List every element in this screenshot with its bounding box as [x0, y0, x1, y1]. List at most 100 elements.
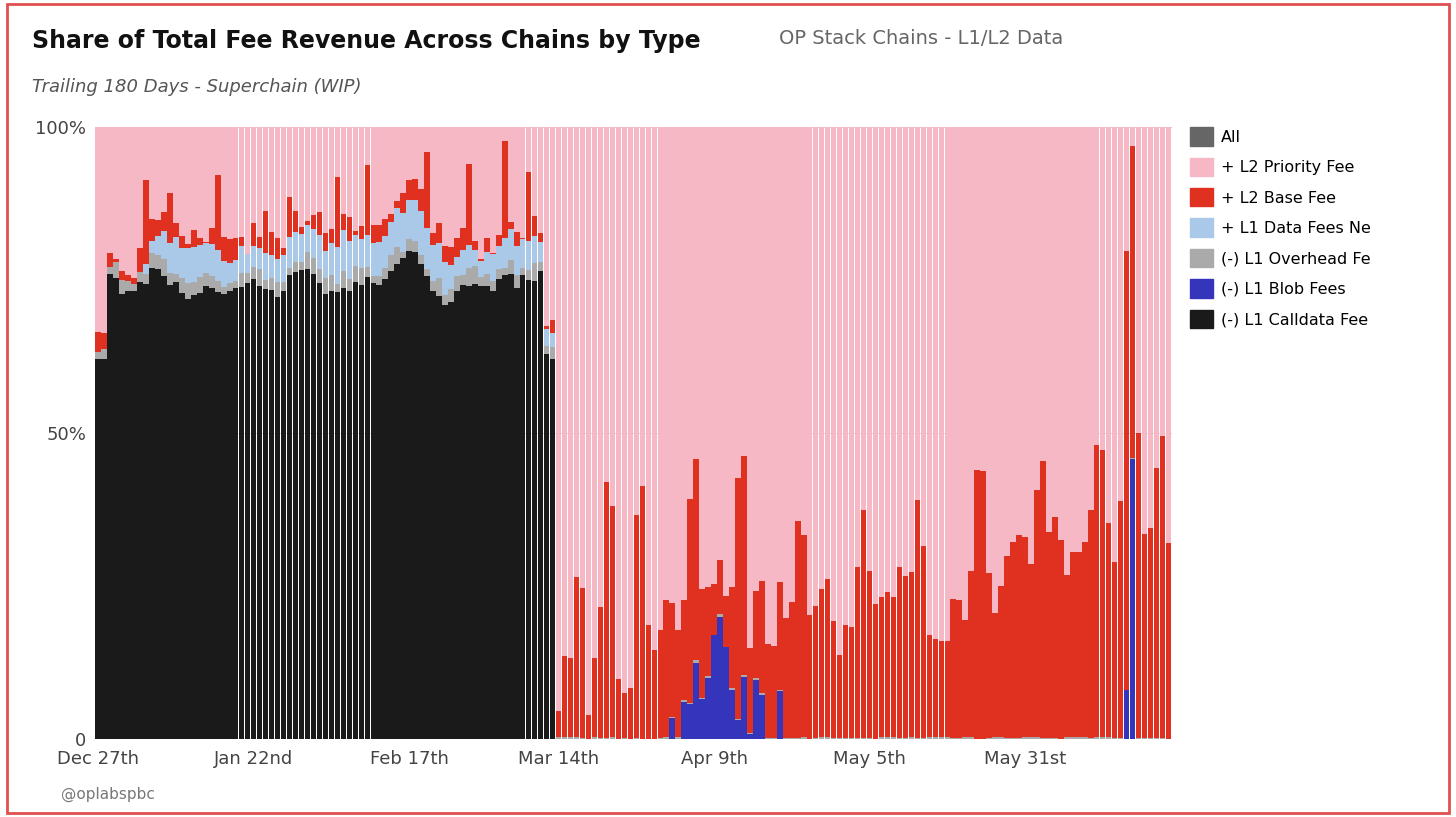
- Bar: [699, 699, 705, 739]
- Bar: [866, 738, 872, 739]
- Bar: [317, 269, 322, 283]
- Bar: [795, 520, 801, 738]
- Bar: [778, 690, 782, 691]
- Bar: [364, 235, 370, 267]
- Bar: [460, 250, 466, 275]
- Bar: [460, 285, 466, 739]
- Bar: [377, 284, 381, 739]
- Bar: [352, 235, 358, 266]
- Bar: [377, 225, 381, 242]
- Bar: [531, 263, 537, 280]
- Bar: [1040, 127, 1045, 461]
- Bar: [759, 695, 764, 739]
- Bar: [162, 259, 167, 275]
- Bar: [681, 702, 687, 739]
- Bar: [347, 241, 352, 279]
- Bar: [1107, 127, 1111, 523]
- Bar: [1093, 127, 1099, 445]
- Bar: [395, 248, 400, 264]
- Bar: [628, 688, 633, 739]
- Bar: [1118, 738, 1124, 739]
- Bar: [508, 274, 514, 739]
- Bar: [585, 715, 591, 739]
- Bar: [352, 127, 358, 231]
- Bar: [818, 127, 824, 589]
- Bar: [639, 127, 645, 486]
- Bar: [370, 243, 376, 276]
- Bar: [250, 279, 256, 739]
- Bar: [466, 245, 472, 268]
- Bar: [903, 575, 909, 739]
- Bar: [664, 600, 668, 738]
- Bar: [778, 127, 782, 583]
- Bar: [239, 237, 245, 246]
- Bar: [1059, 127, 1064, 540]
- Bar: [1099, 737, 1105, 739]
- Bar: [264, 211, 268, 252]
- Bar: [448, 127, 454, 248]
- Bar: [443, 127, 448, 247]
- Bar: [329, 127, 335, 229]
- Bar: [909, 127, 914, 572]
- Bar: [269, 289, 274, 739]
- Bar: [885, 127, 890, 592]
- Bar: [837, 127, 843, 655]
- Bar: [753, 680, 759, 739]
- Bar: [537, 233, 543, 242]
- Bar: [264, 252, 268, 280]
- Bar: [1088, 127, 1093, 510]
- Bar: [1040, 738, 1045, 739]
- Bar: [370, 127, 376, 225]
- Bar: [849, 127, 855, 627]
- Bar: [693, 127, 699, 458]
- Bar: [150, 241, 154, 253]
- Bar: [1142, 534, 1147, 739]
- Bar: [1147, 738, 1153, 739]
- Bar: [693, 663, 699, 739]
- Bar: [831, 127, 836, 621]
- Bar: [454, 291, 460, 739]
- Bar: [879, 737, 884, 739]
- Bar: [179, 235, 185, 248]
- Bar: [406, 199, 412, 239]
- Bar: [227, 263, 233, 283]
- Bar: [454, 127, 460, 238]
- Bar: [1070, 552, 1076, 737]
- Bar: [496, 234, 501, 246]
- Bar: [400, 127, 406, 193]
- Bar: [598, 738, 603, 739]
- Bar: [783, 738, 789, 739]
- Bar: [545, 127, 549, 326]
- Bar: [156, 220, 160, 235]
- Bar: [628, 127, 633, 688]
- Bar: [705, 127, 711, 587]
- Bar: [1153, 468, 1159, 738]
- Bar: [448, 289, 454, 301]
- Bar: [275, 259, 281, 282]
- Bar: [1047, 738, 1051, 739]
- Bar: [281, 248, 287, 256]
- Bar: [1093, 445, 1099, 738]
- Bar: [849, 627, 855, 739]
- Bar: [304, 252, 310, 269]
- Bar: [591, 658, 597, 738]
- Bar: [347, 217, 352, 241]
- Bar: [568, 658, 574, 737]
- Bar: [741, 456, 747, 675]
- Bar: [753, 127, 759, 591]
- Bar: [556, 127, 562, 712]
- Bar: [1064, 575, 1070, 737]
- Bar: [1136, 127, 1142, 433]
- Bar: [485, 238, 489, 252]
- Bar: [245, 283, 250, 739]
- Bar: [1010, 127, 1016, 542]
- Bar: [125, 281, 131, 291]
- Bar: [645, 127, 651, 625]
- Bar: [574, 127, 579, 577]
- Bar: [724, 596, 729, 647]
- Bar: [866, 571, 872, 738]
- Bar: [1028, 737, 1034, 739]
- Bar: [610, 737, 616, 739]
- Bar: [323, 127, 328, 234]
- Bar: [801, 535, 807, 737]
